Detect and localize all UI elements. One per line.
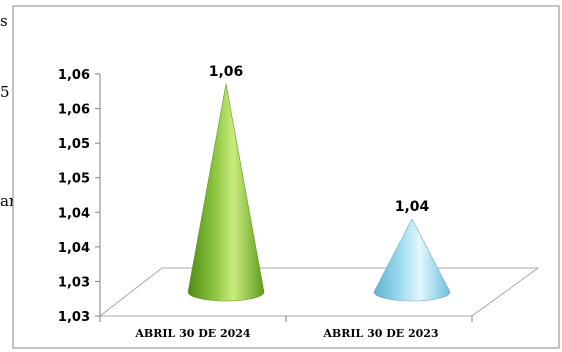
- y-tick-label: 1,04: [58, 206, 90, 221]
- y-axis: 1,03 1,03 1,04 1,04 1,05 1,05 1,06 1,06: [58, 68, 100, 325]
- cone-bar: 1,04: [373, 199, 451, 302]
- x-tick-label: ABRIL 30 DE 2023: [322, 327, 438, 340]
- x-axis: ABRIL 30 DE 2024 ABRIL 30 DE 2023: [99, 316, 473, 340]
- cone-bar: 1,06: [187, 64, 265, 302]
- y-tick-label: 1,05: [58, 137, 90, 152]
- y-tick-label: 1,05: [58, 172, 90, 187]
- cone-shape: [187, 83, 265, 302]
- y-tick-label: 1,06: [58, 103, 90, 118]
- plot-area: 1,06 1,04: [187, 64, 451, 302]
- data-label: 1,04: [395, 199, 430, 215]
- x-tick-label: ABRIL 30 DE 2024: [134, 327, 251, 340]
- y-tick-label: 1,03: [58, 275, 90, 290]
- y-tick-label: 1,06: [58, 68, 90, 83]
- y-tick-label: 1,03: [58, 310, 90, 325]
- chart-floor: [98, 267, 540, 317]
- y-tick-label: 1,04: [58, 241, 90, 256]
- bg-fragment-2: 5: [0, 83, 10, 101]
- cone-shape: [373, 218, 451, 302]
- bg-fragment-1: s: [0, 12, 8, 30]
- data-label: 1,06: [209, 64, 244, 80]
